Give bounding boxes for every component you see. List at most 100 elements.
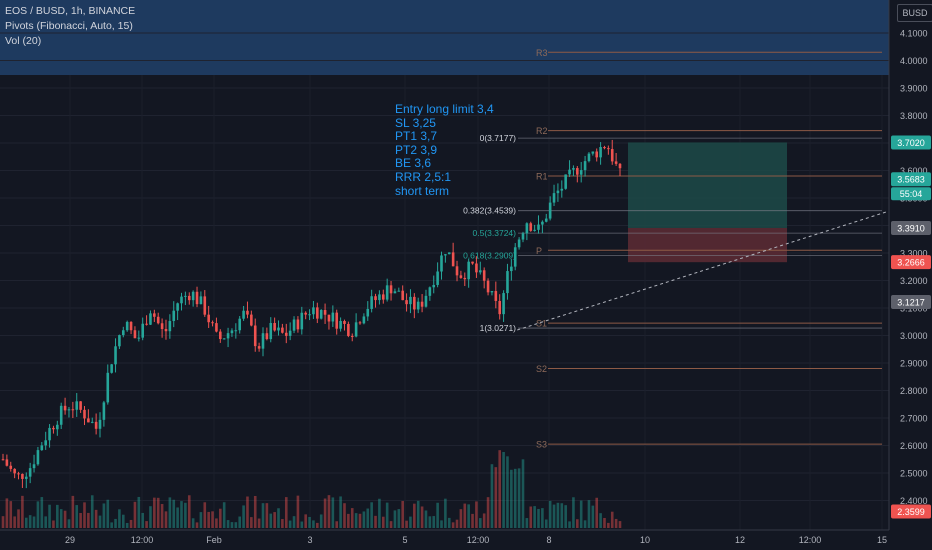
candle-body [292,319,296,331]
volume-bar [416,500,420,528]
volume-bar [94,509,98,528]
candle-body [32,464,36,469]
volume-bar [424,510,428,528]
x-tick-label: 29 [65,535,75,545]
volume-bar [529,506,533,528]
volume-bar [172,499,176,528]
volume-bar [265,503,269,528]
volume-bar [184,502,187,528]
candle-body [308,314,311,316]
volume-bar [187,495,191,528]
candle-body [195,291,199,305]
pivots-indicator-label[interactable]: Pivots (Fibonacci, Auto, 15) [5,20,133,32]
candle-body [137,337,141,339]
currency-label[interactable]: BUSD [897,4,932,22]
candle-body [199,296,203,305]
candle-body [525,223,529,234]
volume-bar [544,519,548,528]
symbol-label[interactable]: EOS / BUSD, 1h, BINANCE [5,5,136,17]
volume-bar [257,518,261,528]
price-tag-label: 3.2666 [897,258,925,268]
candle-body [238,318,242,331]
volume-bar [261,503,265,528]
candle-body [48,427,51,441]
candle-body [13,468,16,474]
candle-body [397,290,401,292]
candle-body [576,168,579,175]
candle-body [281,327,284,333]
volume-bar [323,498,327,528]
volume-bar [226,520,230,528]
candle-body [226,333,230,339]
candle-body [544,218,548,222]
candle-body [277,327,280,331]
candle-body [428,287,432,296]
price-tag-bg [891,504,931,519]
candle-body [176,303,179,311]
candle-body [67,409,71,411]
volume-bar [610,511,614,528]
volume-bar [118,509,121,528]
candle-body [180,296,183,304]
volume-bar [284,497,288,528]
candle-body [506,271,509,294]
volume-bar [253,495,257,528]
price-tag-label: 3.3910 [897,223,925,233]
volume-bar [304,514,307,528]
candle-body [44,440,47,446]
candle-body [246,310,249,315]
volume-bar [1,516,5,528]
volume-bar [238,516,242,528]
candle-body [579,170,583,175]
candle-body [385,285,389,300]
trendline[interactable] [517,205,905,331]
candle-body [261,333,265,349]
candle-body [110,364,113,373]
candle-body [327,314,331,322]
time-axis[interactable]: 29 12:00 Feb 3 5 12:00 8 10 12 12:00 15 [65,535,887,545]
candle-body [319,310,323,319]
volume-bar [36,501,40,528]
volume-bar [579,500,583,528]
x-tick-label: Feb [206,535,222,545]
candle-body [1,459,5,461]
candle-body [424,295,428,307]
fib-label: 0(3.7177) [480,133,517,143]
volume-indicator-label[interactable]: Vol (20) [5,35,42,47]
volume-bar [599,513,602,528]
volume-bar [246,496,249,528]
candle-body [207,314,210,323]
grid [0,32,889,530]
volume-bar [420,506,424,528]
volume-bar [44,516,47,528]
volume-bar [451,522,455,528]
pivot-label: R3 [536,48,548,58]
candle-body [331,312,335,322]
candle-body [587,153,591,162]
candle-body [75,401,79,410]
volume-bar [24,517,28,528]
trade-note[interactable]: Entry long limit 3,4 SL 3,25 PT1 3,7 PT2… [395,102,494,198]
volume-bar [215,518,218,528]
price-tag-bg [891,295,931,310]
volume-bar [250,517,253,528]
candle-body [129,321,133,331]
volume-bar [510,469,513,528]
volume-bar [587,500,591,528]
volume-bar [378,498,381,528]
y-tick-label: 2.9000 [900,359,928,369]
volume-bar [211,511,214,528]
fibonacci-levels: 0(3.7177) 0.382(3.4539) 0.5(3.3724) 0.618(3… [463,133,882,333]
candle-body [121,330,125,336]
volume-bar [517,468,521,528]
candle-body [253,325,257,347]
position-zones [628,142,787,263]
candle-body [234,330,238,332]
price-tag-bg [891,220,931,235]
volume-bar [494,467,498,528]
volume-bar [618,521,622,528]
volume-bar [230,522,234,528]
candle-body [118,335,121,347]
volume-bar [48,504,51,528]
